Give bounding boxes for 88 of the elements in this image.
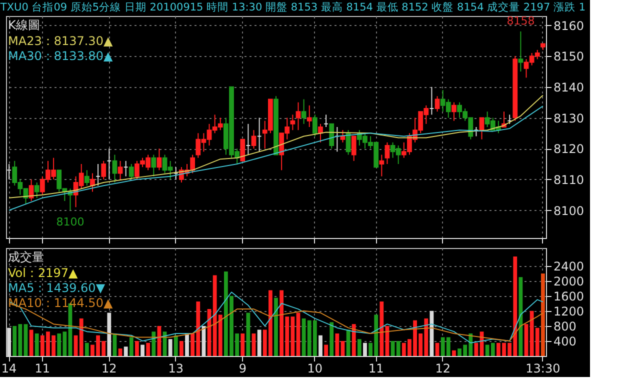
candlestick bbox=[240, 138, 246, 162]
candlestick bbox=[101, 160, 106, 180]
x-tick-label: 14 bbox=[1, 362, 17, 376]
y-tick-label: 8100 bbox=[554, 204, 584, 218]
candlestick bbox=[518, 30, 524, 72]
bar bbox=[357, 339, 362, 356]
bar bbox=[129, 337, 134, 356]
candlestick bbox=[84, 170, 90, 186]
candlestick bbox=[301, 98, 306, 124]
candlestick bbox=[351, 136, 356, 162]
candlestick bbox=[379, 154, 384, 177]
candlestick bbox=[128, 164, 134, 180]
bar bbox=[274, 298, 278, 356]
x-tick-label: 12 bbox=[102, 362, 117, 376]
candlestick bbox=[90, 172, 95, 192]
candlestick bbox=[34, 182, 40, 198]
y-tick-label: 8130 bbox=[554, 111, 584, 126]
bar bbox=[240, 333, 245, 356]
candlestick bbox=[290, 114, 296, 131]
y-tick-label: 2000 bbox=[554, 274, 584, 288]
candlestick bbox=[251, 130, 256, 150]
bar bbox=[252, 333, 256, 356]
line-series bbox=[8, 292, 544, 344]
candlestick bbox=[306, 104, 312, 128]
candlestick bbox=[452, 102, 456, 122]
bar bbox=[180, 340, 184, 356]
y-tick-label: 1200 bbox=[554, 304, 584, 318]
bar bbox=[29, 330, 34, 356]
bar bbox=[396, 340, 400, 356]
bar bbox=[452, 350, 456, 356]
bar bbox=[79, 318, 84, 356]
bar bbox=[118, 348, 122, 356]
x-tick-label: 9 bbox=[238, 362, 246, 376]
annotation: 8158 bbox=[506, 14, 535, 28]
candlestick bbox=[296, 102, 301, 131]
bar bbox=[324, 344, 328, 356]
x-tick-label: 11 bbox=[368, 362, 384, 376]
text: Vol：2197▲ bbox=[8, 266, 78, 280]
y-tick-label: 8110 bbox=[554, 172, 584, 187]
x-tick-label: 12 bbox=[435, 362, 450, 376]
bar bbox=[135, 340, 139, 356]
chart-subtitle: K線圖 bbox=[8, 18, 40, 32]
chart-title: TXU0 台指09 原始5分線 日期 20100915 時間 13:30 開盤 8153 最高 8154 最低 8152 收盤 8154 成交量 2197 漲跌 1 bbox=[0, 0, 586, 14]
candlestick bbox=[151, 154, 156, 177]
series-label: MA5：1439.60▼ bbox=[8, 281, 106, 295]
y-tick-label: 8150 bbox=[554, 50, 584, 64]
x-tick-label: 10 bbox=[307, 362, 323, 376]
bar bbox=[518, 277, 523, 356]
line-series bbox=[8, 94, 544, 198]
bar bbox=[330, 322, 334, 356]
y-tick-label: 1600 bbox=[554, 289, 584, 304]
text: MA30：8133.80▲ bbox=[8, 49, 114, 63]
bar bbox=[352, 324, 356, 356]
y-tick-label: 8160 bbox=[554, 18, 584, 33]
bar bbox=[340, 340, 345, 356]
candlestick bbox=[28, 178, 34, 202]
bar bbox=[390, 340, 395, 356]
bar bbox=[524, 324, 528, 356]
x-tick-label: 13:30 bbox=[526, 362, 560, 376]
bar bbox=[146, 342, 150, 356]
bar bbox=[335, 333, 340, 356]
chart-title: 成交量 bbox=[8, 250, 44, 264]
bar bbox=[380, 302, 384, 356]
bar bbox=[84, 342, 89, 356]
bar bbox=[540, 273, 545, 356]
candlestick bbox=[434, 96, 440, 112]
candlestick bbox=[112, 154, 118, 183]
candlestick bbox=[118, 160, 123, 180]
bar bbox=[34, 333, 39, 356]
x-tick-label: 11 bbox=[34, 362, 50, 376]
bar bbox=[152, 332, 156, 356]
text: MA23：8137.30▲ bbox=[8, 34, 114, 48]
y-tick-label: 2400 bbox=[554, 259, 584, 274]
y-tick-label: 400 bbox=[554, 334, 576, 348]
candlestick bbox=[312, 114, 318, 137]
candlestick bbox=[156, 148, 162, 171]
bar bbox=[246, 312, 250, 356]
candlestick bbox=[318, 123, 323, 143]
y-tick-label: 8120 bbox=[554, 142, 584, 156]
bar bbox=[174, 335, 178, 356]
candlestick bbox=[384, 142, 390, 164]
y-tick-label: 8140 bbox=[554, 80, 584, 94]
bar bbox=[24, 324, 28, 356]
x-tick-label: 13 bbox=[168, 362, 184, 376]
line-series bbox=[8, 106, 544, 211]
series-label: MA10：1144.50▲ bbox=[8, 296, 114, 310]
y-tick-label: 800 bbox=[554, 319, 576, 334]
annotation: 8100 bbox=[56, 215, 84, 228]
